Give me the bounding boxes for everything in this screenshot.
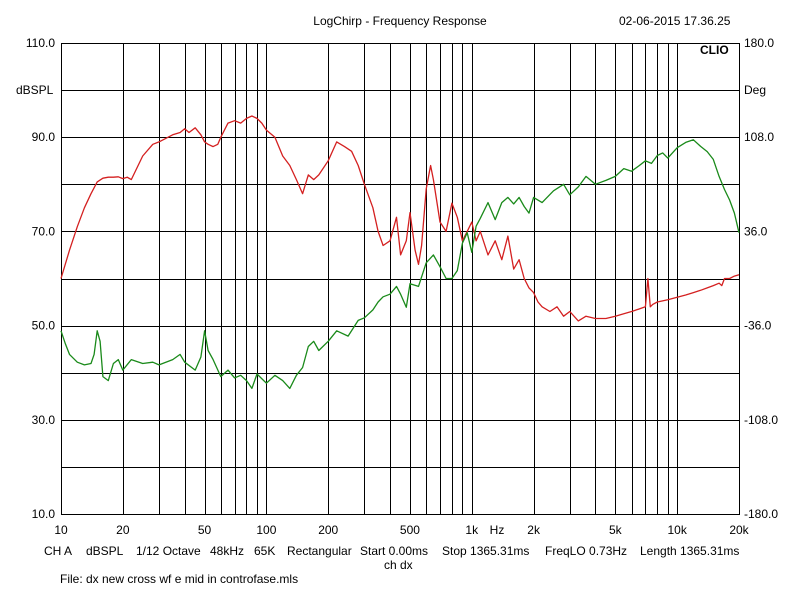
clio-logo: CLIO xyxy=(700,43,729,57)
y-left-tick-label: 70.0 xyxy=(32,224,56,238)
info-stop: Stop 1365.31ms xyxy=(442,544,530,558)
y-right-tick-label: -108.0 xyxy=(744,413,778,427)
info-units: dBSPL xyxy=(86,544,124,558)
y-left-tick-label: 30.0 xyxy=(32,413,56,427)
x-tick-label: 200 xyxy=(318,523,338,537)
info-sample-rate: 48kHz xyxy=(210,544,245,558)
chart-title: LogChirp - Frequency Response xyxy=(313,14,487,28)
y-left-tick-label: 50.0 xyxy=(32,319,56,333)
y-right-tick-label: -36.0 xyxy=(744,319,772,333)
x-tick-label: 500 xyxy=(400,523,420,537)
y-left-tick-label: 90.0 xyxy=(32,130,56,144)
x-tick-label: 5k xyxy=(609,523,623,537)
x-tick-label: 10k xyxy=(667,523,687,537)
file-name: File: dx new cross wf e mid in controfas… xyxy=(60,572,299,586)
x-tick-label: 50 xyxy=(198,523,212,537)
x-tick-label: 1k xyxy=(465,523,479,537)
info-start: Start 0.00ms xyxy=(360,544,429,558)
y-right-tick-label: -180.0 xyxy=(744,507,778,521)
plot-frame xyxy=(61,43,740,515)
x-tick-label: 100 xyxy=(256,523,276,537)
channel-label: ch dx xyxy=(384,558,413,572)
x-axis-label: Hz xyxy=(490,523,505,537)
y-left-tick-label: 10.0 xyxy=(32,507,56,521)
x-tick-label: 20 xyxy=(116,523,130,537)
x-tick-label: 10 xyxy=(54,523,68,537)
info-length: Length 1365.31ms xyxy=(640,544,740,558)
x-tick-label: 2k xyxy=(527,523,541,537)
x-tick-label: 20k xyxy=(729,523,749,537)
y-right-tick-label: 36.0 xyxy=(744,224,768,238)
info-window: Rectangular xyxy=(287,544,352,558)
right-axis-unit: Deg xyxy=(744,83,767,97)
left-axis-unit: dBSPL xyxy=(16,83,54,97)
phase-curve xyxy=(60,139,740,390)
y-left-tick-label: 110.0 xyxy=(26,36,55,50)
timestamp: 02-06-2015 17.36.25 xyxy=(619,14,731,28)
y-right-tick-label: 108.0 xyxy=(744,130,774,144)
info-channel: CH A xyxy=(44,544,73,558)
info-smoothing: 1/12 Octave xyxy=(136,544,201,558)
magnitude-curve xyxy=(60,115,740,322)
info-fft-size: 65K xyxy=(254,544,276,558)
y-right-tick-label: 180.0 xyxy=(744,36,774,50)
info-freqlo: FreqLO 0.73Hz xyxy=(545,544,628,558)
